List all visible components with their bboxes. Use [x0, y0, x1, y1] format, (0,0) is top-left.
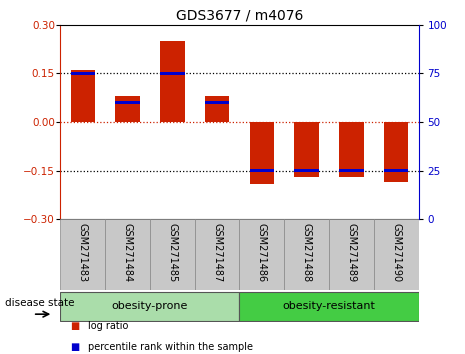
Bar [374, 219, 418, 290]
Text: GSM271486: GSM271486 [257, 223, 267, 282]
Bar [250, 122, 274, 184]
Bar [160, 72, 185, 75]
Title: GDS3677 / m4076: GDS3677 / m4076 [176, 8, 303, 22]
Bar [339, 122, 364, 177]
Bar [239, 219, 284, 290]
Text: GSM271490: GSM271490 [391, 223, 401, 282]
Bar [60, 292, 239, 321]
Text: log ratio: log ratio [88, 321, 129, 331]
Bar [384, 122, 408, 182]
Bar [150, 219, 195, 290]
Bar [71, 70, 95, 122]
Bar [329, 219, 374, 290]
Text: ■: ■ [70, 342, 79, 352]
Text: GSM271487: GSM271487 [212, 223, 222, 282]
Bar [294, 122, 319, 177]
Text: ■: ■ [70, 321, 79, 331]
Text: GSM271489: GSM271489 [346, 223, 356, 282]
Bar [71, 72, 95, 75]
Bar [339, 169, 364, 172]
Text: percentile rank within the sample: percentile rank within the sample [88, 342, 253, 352]
Bar [205, 96, 229, 122]
Text: GSM271485: GSM271485 [167, 223, 177, 282]
Text: GSM271484: GSM271484 [123, 223, 133, 282]
Bar [160, 41, 185, 122]
Bar [60, 219, 105, 290]
Bar [115, 96, 140, 122]
Text: GSM271488: GSM271488 [302, 223, 312, 282]
Bar [250, 169, 274, 172]
Bar [284, 219, 329, 290]
Text: obesity-resistant: obesity-resistant [283, 301, 375, 310]
Bar [384, 169, 408, 172]
Text: obesity-prone: obesity-prone [112, 301, 188, 310]
Bar [294, 169, 319, 172]
Text: GSM271483: GSM271483 [78, 223, 88, 282]
Bar [205, 101, 229, 104]
Text: disease state: disease state [5, 298, 74, 308]
Bar [105, 219, 150, 290]
Bar [115, 101, 140, 104]
Bar [239, 292, 418, 321]
Bar [195, 219, 239, 290]
